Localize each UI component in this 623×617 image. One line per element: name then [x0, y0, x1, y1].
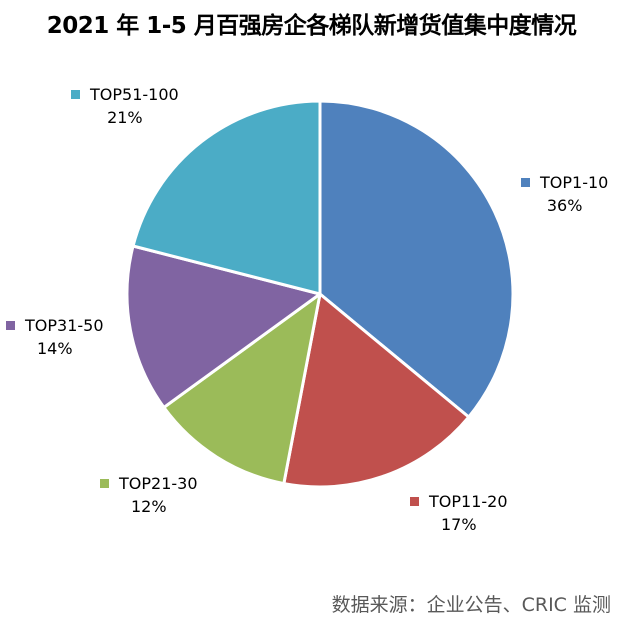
label-name: TOP11-20 — [429, 492, 508, 511]
data-source-note: 数据来源：企业公告、CRIC 监测 — [331, 594, 611, 616]
label-name: TOP51-100 — [90, 85, 179, 104]
label-name: TOP21-30 — [119, 474, 198, 493]
label-percent: 21% — [107, 108, 143, 127]
label-name: TOP31-50 — [25, 316, 104, 335]
legend-swatch-icon — [6, 321, 15, 330]
pie-slice-top31-50 — [125, 244, 322, 409]
label-percent: 17% — [440, 515, 477, 534]
legend-swatch-icon — [100, 479, 109, 488]
legend-swatch-icon — [521, 178, 530, 187]
label-percent: 36% — [546, 196, 583, 215]
legend-swatch-icon — [71, 90, 80, 99]
pie-slice-top21-30 — [162, 292, 322, 486]
legend-swatch-icon — [410, 497, 419, 506]
label-percent: 12% — [130, 497, 167, 516]
label-name: TOP1-10 — [540, 173, 609, 192]
data-label-top31-50: TOP31-50 14% — [6, 314, 104, 360]
label-percent: 14% — [36, 339, 73, 358]
pie-slice-top11-20 — [282, 292, 471, 489]
data-label-top21-30: TOP21-30 12% — [100, 472, 198, 518]
data-label-top11-20: TOP11-20 17% — [410, 490, 508, 536]
chart-title: 2021 年 1-5 月百强房企各梯队新增货值集中度情况 — [46, 13, 577, 39]
pie-slice-top1-10 — [318, 99, 515, 419]
pie-slice-top51-100 — [131, 99, 322, 296]
data-label-top1-10: TOP1-10 36% — [521, 171, 608, 217]
data-label-top51-100: TOP51-100 21% — [71, 83, 179, 129]
